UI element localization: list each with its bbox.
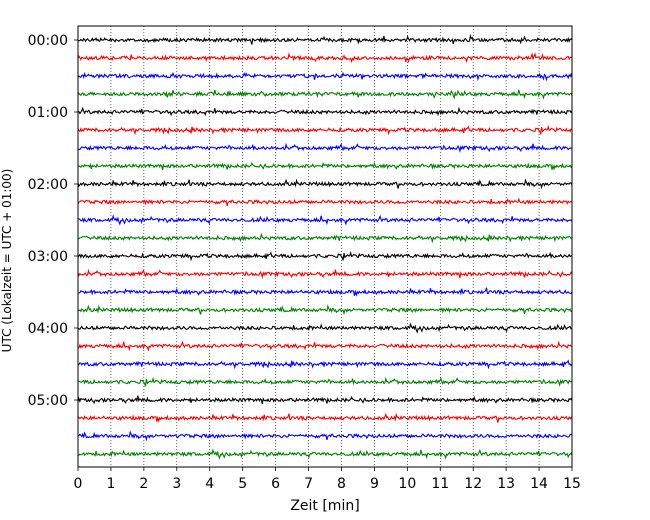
x-axis-label: Zeit [min] — [290, 498, 359, 514]
trace-row-8 — [77, 178, 573, 190]
trace-row-14 — [77, 287, 573, 297]
trace-row-21 — [77, 412, 573, 423]
y-tick-label: 05:00 — [28, 393, 68, 409]
y-axis-label: UTC (Lokalzeit = UTC + 01:00) — [0, 169, 14, 353]
trace-row-13 — [77, 268, 573, 280]
trace-row-18 — [77, 359, 573, 370]
trace-row-23 — [77, 448, 573, 460]
y-tick-label: 01:00 — [28, 105, 68, 121]
trace-row-15 — [77, 304, 573, 316]
x-tick-label: 9 — [370, 476, 379, 492]
x-axis-ticks: 0 1 2 3 4 5 6 7 8 9 10 11 12 13 14 15 — [74, 467, 581, 492]
y-tick-label: 02:00 — [28, 177, 68, 193]
x-tick-label: 14 — [530, 476, 548, 492]
x-tick-label: 3 — [172, 476, 181, 492]
trace-row-0 — [77, 33, 573, 45]
trace-row-4 — [77, 106, 573, 117]
trace-row-19 — [77, 376, 573, 388]
trace-row-20 — [77, 395, 573, 405]
trace-row-3 — [77, 89, 573, 100]
trace-row-17 — [77, 340, 573, 352]
trace-row-6 — [77, 142, 573, 154]
y-axis-ticks: 00:00 01:00 02:00 03:00 04:00 05:00 — [28, 33, 78, 409]
trace-row-2 — [77, 71, 573, 82]
x-tick-label: 7 — [304, 476, 313, 492]
x-tick-label: 8 — [337, 476, 346, 492]
trace-row-7 — [77, 161, 573, 171]
x-tick-label: 0 — [74, 476, 83, 492]
x-tick-label: 6 — [271, 476, 280, 492]
trace-row-1 — [77, 52, 573, 64]
x-tick-label: 15 — [563, 476, 581, 492]
x-tick-label: 13 — [497, 476, 515, 492]
x-tick-label: 5 — [238, 476, 247, 492]
y-tick-label: 04:00 — [28, 321, 68, 337]
trace-row-9 — [77, 197, 573, 207]
trace-row-11 — [77, 232, 573, 244]
trace-row-5 — [77, 124, 573, 136]
trace-row-12 — [77, 250, 573, 262]
plot-frame — [77, 25, 573, 468]
x-tick-label: 12 — [464, 476, 482, 492]
trace-row-22 — [77, 430, 573, 442]
x-tick-label: 11 — [431, 476, 449, 492]
x-tick-label: 1 — [106, 476, 115, 492]
seismic-traces — [77, 33, 573, 460]
x-tick-label: 10 — [398, 476, 416, 492]
y-tick-label: 03:00 — [28, 249, 68, 265]
x-tick-label: 2 — [139, 476, 148, 492]
x-tick-label: 4 — [205, 476, 214, 492]
y-tick-label: 00:00 — [28, 33, 68, 49]
trace-row-16 — [77, 322, 573, 334]
trace-row-10 — [77, 214, 573, 226]
